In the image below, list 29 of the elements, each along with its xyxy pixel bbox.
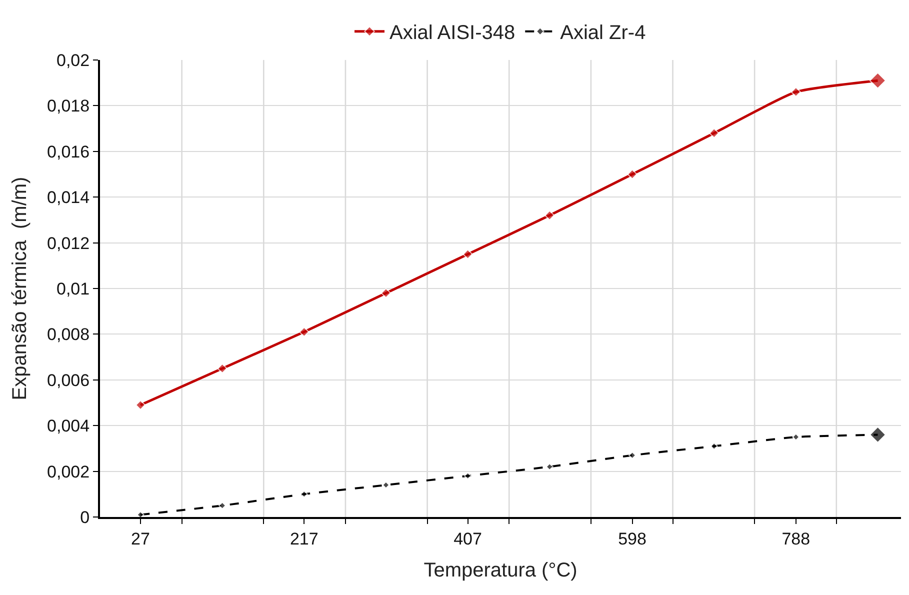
y-tick-label: 0,012: [47, 234, 90, 253]
y-axis-title: Expansão térmica (m/m): [9, 176, 32, 400]
legend-label: Axial Zr-4: [560, 22, 646, 44]
point: [709, 128, 720, 138]
y-tick-label: 0,008: [47, 325, 90, 344]
y-tick-label: 0,016: [47, 142, 90, 162]
point: [380, 288, 391, 298]
y-tick-label: 0,002: [47, 462, 90, 482]
y-tick-label: 0,006: [47, 370, 90, 390]
x-tick-label: 407: [454, 529, 482, 548]
y-tick-label: 0,014: [47, 188, 90, 208]
point: [135, 400, 146, 410]
x-tick-label: 217: [290, 529, 318, 548]
point: [462, 249, 473, 260]
legend-label: Axial AISI-348: [390, 22, 516, 44]
point: [299, 326, 310, 337]
point: [544, 210, 555, 220]
point: [790, 86, 801, 98]
y-tick-label: 0: [80, 508, 90, 527]
x-tick-label: 788: [782, 529, 810, 548]
y-tick-label: 0,004: [47, 416, 90, 436]
point: [217, 363, 228, 374]
x-tick-label: 598: [618, 529, 646, 548]
y-tick-label: 0,01: [56, 279, 90, 298]
x-tick-label: 27: [131, 529, 150, 548]
point: [627, 169, 638, 180]
x-axis-title: Temperatura (°C): [424, 559, 578, 582]
y-tick-label: 0,02: [56, 50, 90, 70]
y-tick-label: 0,018: [47, 96, 90, 116]
